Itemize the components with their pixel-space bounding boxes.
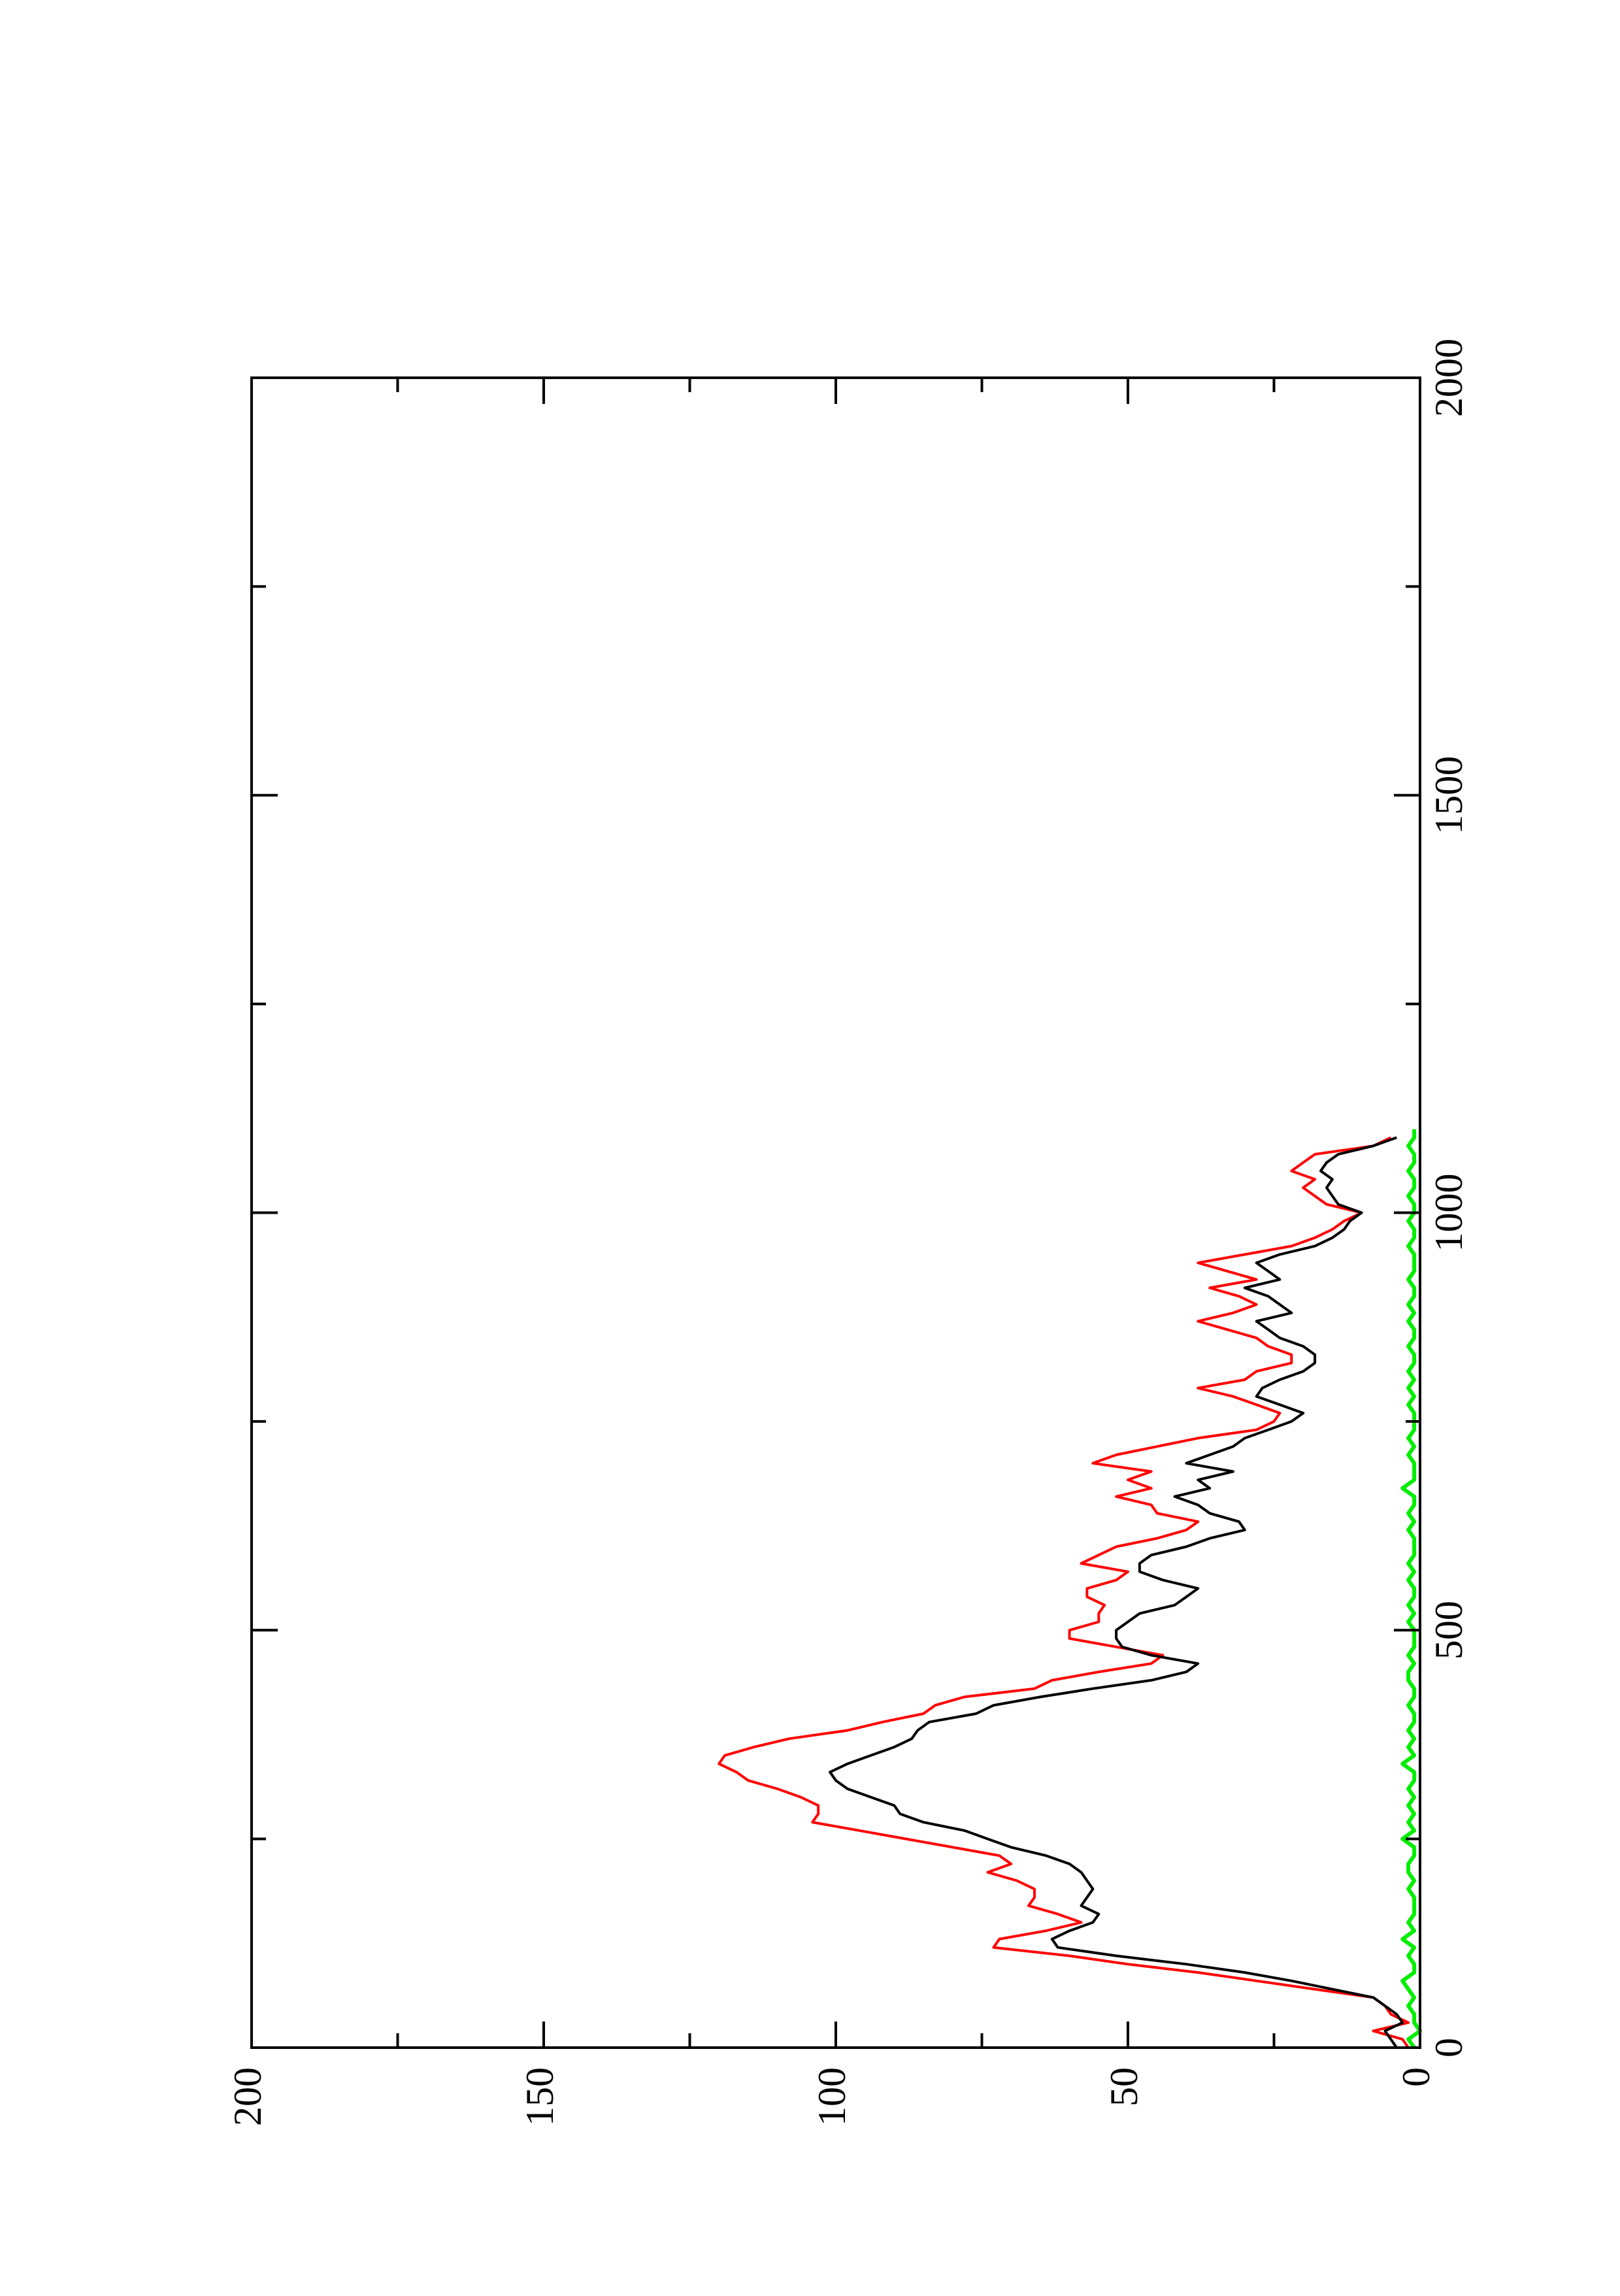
ticks-layer (250, 376, 1421, 2049)
y-tick-label: 100 (810, 2067, 853, 2126)
y-tick-label: 200 (226, 2067, 269, 2126)
x-tick-label: 0 (1427, 2038, 1470, 2057)
labels-layer: 0 500 1000 1500 2000 0 50 100 150 200 (226, 339, 1470, 2126)
series-line-1 (829, 1136, 1404, 2049)
y-tick-label: 150 (518, 2067, 561, 2126)
x-tick-label: 1500 (1427, 756, 1470, 835)
y-tick-label: 0 (1395, 2067, 1438, 2087)
x-tick-label: 500 (1427, 1601, 1470, 1659)
series-line-0 (718, 1136, 1410, 2049)
series-layer (718, 1129, 1422, 2049)
series-line-2 (1400, 1129, 1422, 2049)
plot-frame (250, 376, 1421, 2049)
x-tick-label: 2000 (1427, 339, 1470, 417)
y-tick-label: 50 (1102, 2067, 1146, 2106)
x-tick-label: 1000 (1427, 1174, 1470, 1252)
